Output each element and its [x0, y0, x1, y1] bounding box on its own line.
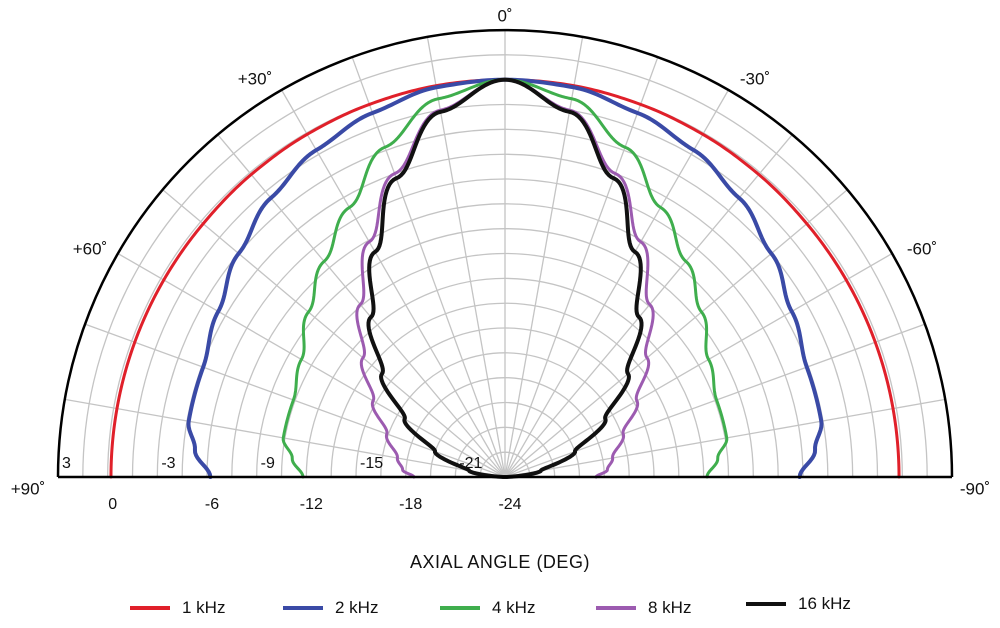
ring-label: 3 — [62, 455, 71, 472]
legend-swatch — [283, 606, 323, 610]
series-group — [109, 77, 901, 479]
grid-spoke — [504, 56, 659, 478]
legend-label: 2 kHz — [335, 598, 379, 617]
ring-label: -3 — [161, 455, 175, 472]
x-axis-title: AXIAL ANGLE (DEG) — [410, 552, 590, 572]
legend-swatch — [440, 606, 480, 610]
ring-label: -6 — [205, 496, 219, 513]
grid-spoke — [351, 56, 506, 478]
ring-label: -21 — [459, 455, 482, 472]
ring-label: 0 — [108, 496, 117, 513]
ring-label: -24 — [498, 496, 521, 513]
ring-label: -15 — [360, 455, 383, 472]
angle-label: +90˚ — [11, 479, 46, 498]
grid-spoke — [504, 134, 793, 478]
grid-spoke — [117, 252, 506, 478]
grid-spoke — [504, 398, 946, 478]
legend-label: 8 kHz — [648, 598, 692, 617]
ring-label: -12 — [300, 496, 323, 513]
angle-label: +30˚ — [238, 69, 273, 88]
legend: 1 kHz 2 kHz 4 kHz 8 kHz 16 kHz — [0, 594, 1000, 624]
angle-label: -30˚ — [740, 69, 770, 88]
grid-spoke — [504, 189, 848, 478]
grid-spoke — [217, 134, 506, 478]
legend-swatch — [746, 602, 786, 606]
legend-item: 8 kHz — [596, 596, 691, 620]
legend-item: 2 kHz — [283, 596, 378, 620]
legend-swatch — [596, 606, 636, 610]
grid-spoke — [162, 189, 506, 478]
outer-arc — [56, 28, 954, 478]
angle-label: -60˚ — [907, 239, 937, 258]
legend-item: 4 kHz — [440, 596, 535, 620]
polar-frame — [56, 28, 954, 479]
angle-label: +60˚ — [73, 239, 108, 258]
tick-labels: 0˚ +30˚ -30˚ +60˚ -60˚ +90˚ -90˚ 3 -3 -9 -15 -21 0 -6… — [11, 6, 990, 513]
legend-item: 1 kHz — [130, 596, 225, 620]
angle-label: 0˚ — [497, 6, 512, 25]
legend-label: 16 kHz — [798, 594, 851, 613]
legend-label: 1 kHz — [182, 598, 226, 617]
polar-grid — [64, 30, 946, 478]
legend-swatch — [130, 606, 170, 610]
angle-label: -90˚ — [960, 479, 990, 498]
legend-label: 4 kHz — [492, 598, 536, 617]
grid-spoke — [280, 89, 506, 478]
grid-spoke — [64, 398, 506, 478]
grid-spoke — [504, 252, 893, 478]
legend-item: 16 kHz — [746, 592, 851, 616]
grid-spoke — [504, 89, 730, 478]
ring-label: -18 — [399, 496, 422, 513]
ring-label: -9 — [261, 455, 275, 472]
series-line-16-khz — [366, 77, 644, 479]
